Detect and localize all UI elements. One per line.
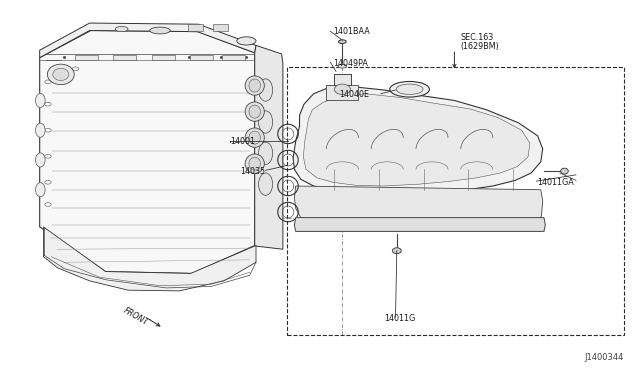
Text: 14049PA: 14049PA [333, 59, 367, 68]
Ellipse shape [249, 131, 260, 144]
Text: 14011GA: 14011GA [538, 178, 574, 187]
Ellipse shape [338, 64, 347, 68]
Ellipse shape [36, 153, 45, 167]
Polygon shape [40, 31, 255, 273]
Polygon shape [255, 45, 283, 249]
Bar [75, 55, 98, 60]
Text: 14035: 14035 [240, 167, 265, 176]
Ellipse shape [392, 248, 401, 254]
Ellipse shape [245, 102, 264, 121]
Ellipse shape [335, 84, 351, 94]
Ellipse shape [36, 123, 45, 137]
Ellipse shape [237, 37, 256, 45]
Ellipse shape [115, 26, 128, 32]
Ellipse shape [249, 157, 260, 170]
Text: 14040E: 14040E [339, 90, 369, 99]
Ellipse shape [396, 84, 423, 94]
Ellipse shape [36, 183, 45, 197]
Text: SEC.163: SEC.163 [461, 33, 494, 42]
Polygon shape [44, 227, 256, 291]
Ellipse shape [249, 105, 260, 118]
Bar [287, 67, 624, 335]
Polygon shape [293, 86, 543, 194]
Ellipse shape [259, 79, 273, 101]
Bar [113, 55, 136, 60]
Ellipse shape [390, 81, 429, 97]
Polygon shape [40, 23, 256, 58]
Ellipse shape [339, 40, 346, 44]
Text: (1629BM): (1629BM) [461, 42, 500, 51]
Polygon shape [294, 218, 545, 231]
Text: 14001: 14001 [230, 137, 255, 146]
Bar [190, 55, 213, 60]
Polygon shape [294, 186, 543, 223]
Ellipse shape [259, 173, 273, 195]
Ellipse shape [561, 168, 568, 174]
Ellipse shape [150, 27, 170, 34]
Bar [188, 24, 203, 31]
Ellipse shape [259, 111, 273, 133]
Ellipse shape [47, 64, 74, 84]
Ellipse shape [245, 76, 264, 95]
Ellipse shape [245, 128, 264, 147]
Text: 1401BAA: 1401BAA [333, 27, 369, 36]
Text: 14011G: 14011G [384, 314, 415, 323]
Polygon shape [303, 94, 530, 186]
Ellipse shape [52, 68, 69, 80]
Bar [222, 55, 245, 60]
Bar [326, 85, 358, 100]
Ellipse shape [36, 93, 45, 108]
Ellipse shape [249, 79, 260, 92]
Bar [334, 74, 351, 85]
Ellipse shape [259, 142, 273, 164]
Text: J1400344: J1400344 [584, 353, 624, 362]
Ellipse shape [245, 154, 264, 173]
Text: FRONT: FRONT [122, 306, 150, 328]
Bar [213, 24, 228, 31]
Bar [152, 55, 175, 60]
